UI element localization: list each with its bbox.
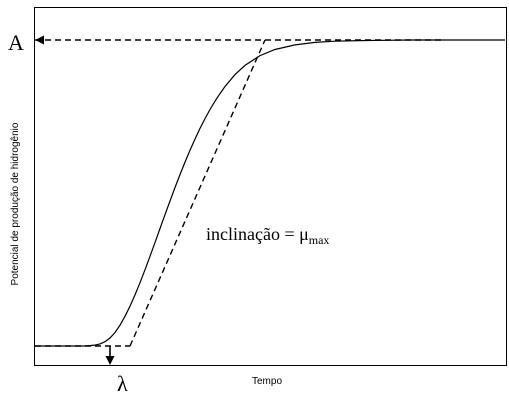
dashed-guide-line-2 bbox=[129, 39, 266, 347]
lag-arrowhead bbox=[105, 356, 115, 365]
growth-curve bbox=[35, 39, 505, 347]
asymptote-arrowhead bbox=[35, 35, 44, 45]
asymptote-label: A bbox=[8, 30, 24, 55]
plot-frame bbox=[34, 7, 507, 366]
slope-annotation-subscript: max bbox=[309, 233, 330, 247]
chart-markers bbox=[35, 35, 115, 365]
x-axis-label: Tempo bbox=[252, 376, 282, 387]
slope-annotation: inclinação = μmax bbox=[206, 224, 329, 247]
lag-label: λ bbox=[117, 371, 128, 396]
slope-annotation-text: inclinação = μ bbox=[206, 224, 309, 244]
chart-lines bbox=[35, 39, 505, 347]
y-axis-label: Potencial de produção de hidrogênio bbox=[10, 122, 21, 285]
